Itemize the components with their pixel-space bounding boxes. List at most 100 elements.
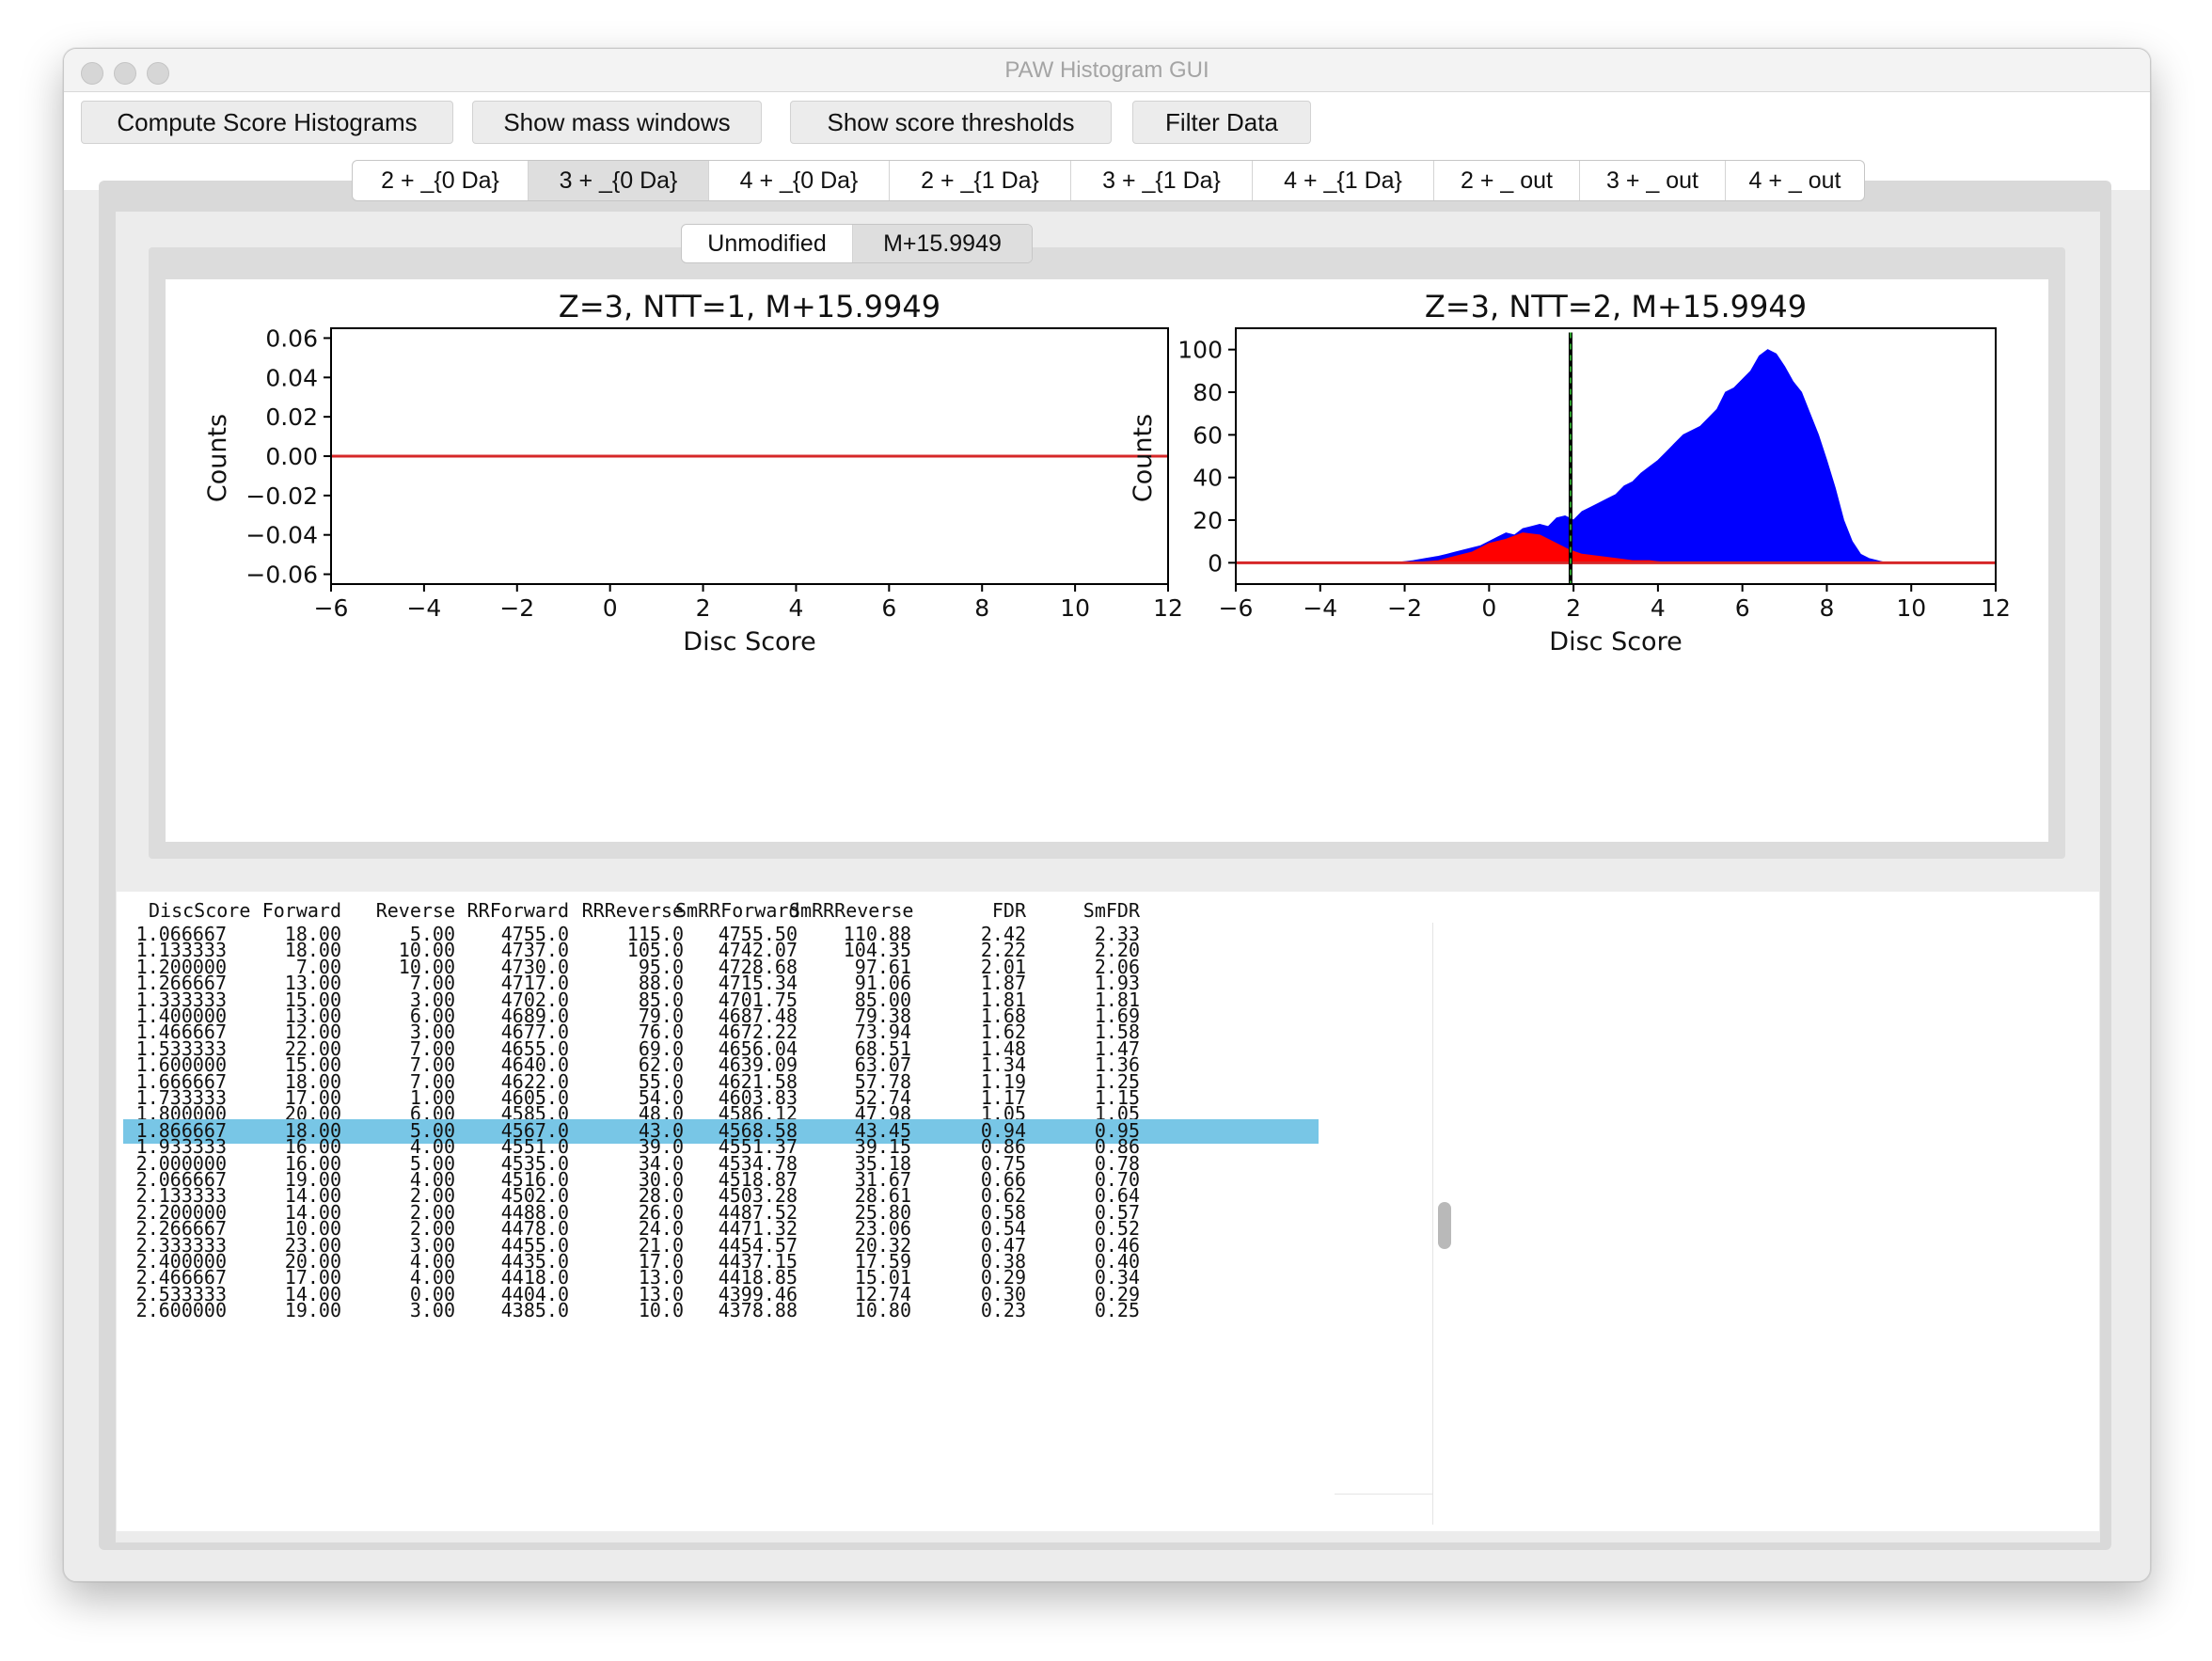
table-row[interactable]: 2.333333 23.00 3.00 4455.0 21.0 4454.57 20.32 0…: [123, 1234, 1319, 1258]
table-cell: 62.0: [638, 1053, 684, 1077]
table-cell: 0.52: [1094, 1217, 1140, 1241]
table-row[interactable]: 1.933333 16.00 4.00 4551.0 39.0 4551.37 39.15 0…: [123, 1135, 1319, 1160]
tab-2-0da[interactable]: 2 + _{0 Da}: [353, 161, 529, 200]
table-row[interactable]: 1.133333 18.00 10.00 4737.0 105.0 4742.07 104.…: [123, 939, 1319, 963]
table-cell: 5.00: [409, 1151, 455, 1175]
table-cell: 20.32: [854, 1233, 911, 1257]
table-cell: 1.36: [1094, 1053, 1140, 1077]
table-cell: 69.0: [638, 1036, 684, 1060]
table-row[interactable]: 1.666667 18.00 7.00 4622.0 55.0 4621.58 57.78 1…: [123, 1070, 1319, 1095]
table-row[interactable]: 1.866667 18.00 5.00 4567.0 43.0 4568.58 43.45 0…: [123, 1118, 1319, 1144]
table-cell: 10.00: [398, 955, 455, 978]
table-header: DiscScore Forward Reverse RRForward RRRevers…: [117, 899, 1312, 924]
table-cell: 85.0: [638, 988, 684, 1011]
table-cell: 4435.0: [500, 1250, 569, 1273]
table-cell: 0.94: [980, 1118, 1026, 1142]
table-cell: 1.62: [980, 1020, 1026, 1044]
table-cell: 0.23: [980, 1299, 1026, 1322]
compute-score-histograms-button[interactable]: Compute Score Histograms: [81, 101, 453, 144]
table-row[interactable]: 1.266667 13.00 7.00 4717.0 88.0 4715.34 91.06 1…: [123, 972, 1319, 996]
table-row[interactable]: 1.066667 18.00 5.00 4755.0 115.0 4755.50 110.8…: [123, 923, 1319, 947]
table-cell: 0.78: [1094, 1151, 1140, 1175]
table-cell: 18.00: [284, 939, 341, 962]
table-cell: 55.0: [638, 1069, 684, 1093]
show-mass-windows-button[interactable]: Show mass windows: [472, 101, 762, 144]
table-cell: 2.200000: [135, 1200, 227, 1224]
table-cell: 4640.0: [500, 1053, 569, 1077]
table-cell: 68.51: [854, 1036, 911, 1060]
minimize-window-button[interactable]: [114, 62, 136, 85]
filter-data-button[interactable]: Filter Data: [1132, 101, 1311, 144]
table-cell: 2.00: [409, 1184, 455, 1208]
tab-2-1da[interactable]: 2 + _{1 Da}: [890, 161, 1071, 200]
table-row[interactable]: 2.066667 19.00 4.00 4516.0 30.0 4518.87 31.67 0…: [123, 1168, 1319, 1193]
table-row[interactable]: 1.333333 15.00 3.00 4702.0 85.0 4701.75 85.00 1…: [123, 989, 1319, 1013]
table-cell: 4672.22: [718, 1020, 798, 1044]
table-cell: 76.0: [638, 1020, 684, 1044]
table-row[interactable]: 1.466667 12.00 3.00 4677.0 76.0 4672.22 73.94 1…: [123, 1020, 1319, 1045]
table-row[interactable]: 2.266667 10.00 2.00 4478.0 24.0 4471.32 23.06 0…: [123, 1217, 1319, 1242]
table-cell: 3.00: [409, 1299, 455, 1322]
tab-3-out[interactable]: 3 + _ out: [1580, 161, 1726, 200]
table-row[interactable]: 2.400000 20.00 4.00 4435.0 17.0 4437.15 17.59 0…: [123, 1250, 1319, 1274]
column-header[interactable]: DiscScore: [149, 899, 251, 922]
show-score-thresholds-button[interactable]: Show score thresholds: [790, 101, 1112, 144]
tab-2-out[interactable]: 2 + _ out: [1434, 161, 1580, 200]
y-tick-label: 20: [1193, 507, 1223, 534]
tab-unmodified[interactable]: Unmodified: [682, 225, 853, 262]
table-cell: 19.00: [284, 1168, 341, 1191]
vertical-scrollbar-thumb[interactable]: [1438, 1202, 1451, 1249]
table-row[interactable]: 1.200000 7.00 10.00 4730.0 95.0 4728.68 97.61 2…: [123, 956, 1319, 980]
table-cell: 7.00: [409, 1036, 455, 1060]
table-row[interactable]: 2.533333 14.00 0.00 4404.0 13.0 4399.46 12.74 0…: [123, 1283, 1319, 1307]
column-header[interactable]: RRReverse: [581, 899, 684, 922]
modification-tab-bar: Unmodified M+15.9949: [681, 224, 1033, 263]
table-cell: 2.00: [409, 1200, 455, 1224]
tab-4-0da[interactable]: 4 + _{0 Da}: [709, 161, 890, 200]
table-row[interactable]: 1.733333 17.00 1.00 4605.0 54.0 4603.83 52.74 1…: [123, 1086, 1319, 1111]
table-row[interactable]: 2.000000 16.00 5.00 4535.0 34.0 4534.78 35.18 0…: [123, 1152, 1319, 1177]
tab-3-0da[interactable]: 3 + _{0 Da}: [529, 161, 709, 200]
table-cell: 4655.0: [500, 1036, 569, 1060]
table-row[interactable]: 1.400000 13.00 6.00 4689.0 79.0 4687.48 79.38 1…: [123, 1005, 1319, 1029]
table-cell: 39.15: [854, 1135, 911, 1159]
column-header[interactable]: FDR: [991, 899, 1026, 922]
table-cell: 4.00: [409, 1250, 455, 1273]
table-cell: 14.00: [284, 1184, 341, 1208]
table-cell: 14.00: [284, 1282, 341, 1305]
tab-4-out[interactable]: 4 + _ out: [1748, 167, 1841, 194]
close-window-button[interactable]: [81, 62, 103, 85]
x-axis-label: Disc Score: [683, 627, 815, 656]
table-cell: 4534.78: [718, 1151, 798, 1175]
column-header[interactable]: SmRRForward: [675, 899, 800, 922]
table-cell: 4728.68: [718, 955, 798, 978]
column-header[interactable]: SmRRReverse: [789, 899, 914, 922]
tab-4-1da[interactable]: 4 + _{1 Da}: [1253, 161, 1434, 200]
forward-histogram: [1235, 349, 1997, 563]
tab-3-1da[interactable]: 3 + _{1 Da}: [1071, 161, 1253, 200]
vertical-scrollbar-track[interactable]: [1432, 923, 1433, 1525]
table-cell: 10.0: [638, 1299, 684, 1322]
table-cell: 13.0: [638, 1266, 684, 1289]
column-header[interactable]: Forward: [261, 899, 341, 922]
table-row[interactable]: 1.533333 22.00 7.00 4655.0 69.0 4656.04 68.51 1…: [123, 1037, 1319, 1062]
zoom-window-button[interactable]: [147, 62, 169, 85]
horizontal-scrollbar-track[interactable]: [1335, 1494, 1432, 1495]
column-header[interactable]: Reverse: [375, 899, 455, 922]
tab-m-15-9949[interactable]: M+15.9949: [853, 225, 1032, 262]
table-row[interactable]: 1.600000 15.00 7.00 4640.0 62.0 4639.09 63.07 1…: [123, 1053, 1319, 1078]
table-cell: 1.00: [409, 1086, 455, 1109]
y-tick-label: −0.02: [245, 482, 318, 510]
table-cell: 0.62: [980, 1184, 1026, 1208]
column-header[interactable]: SmFDR: [1082, 899, 1140, 922]
table-cell: 0.38: [980, 1250, 1026, 1273]
table-row[interactable]: 2.200000 14.00 2.00 4488.0 26.0 4487.52 25.80 0…: [123, 1201, 1319, 1226]
table-cell: 17.00: [284, 1086, 341, 1109]
x-tick-label: −2: [1387, 594, 1422, 622]
table-cell: 0.00: [409, 1282, 455, 1305]
column-header[interactable]: RRForward: [466, 899, 569, 922]
x-tick-label: 0: [603, 594, 618, 622]
table-row[interactable]: 2.466667 17.00 4.00 4418.0 13.0 4418.85 15.01 0…: [123, 1266, 1319, 1290]
table-row[interactable]: 2.600000 19.00 3.00 4385.0 10.0 4378.88 10.80 0…: [123, 1299, 1319, 1323]
table-row[interactable]: 2.133333 14.00 2.00 4502.0 28.0 4503.28 28.61 0…: [123, 1184, 1319, 1209]
